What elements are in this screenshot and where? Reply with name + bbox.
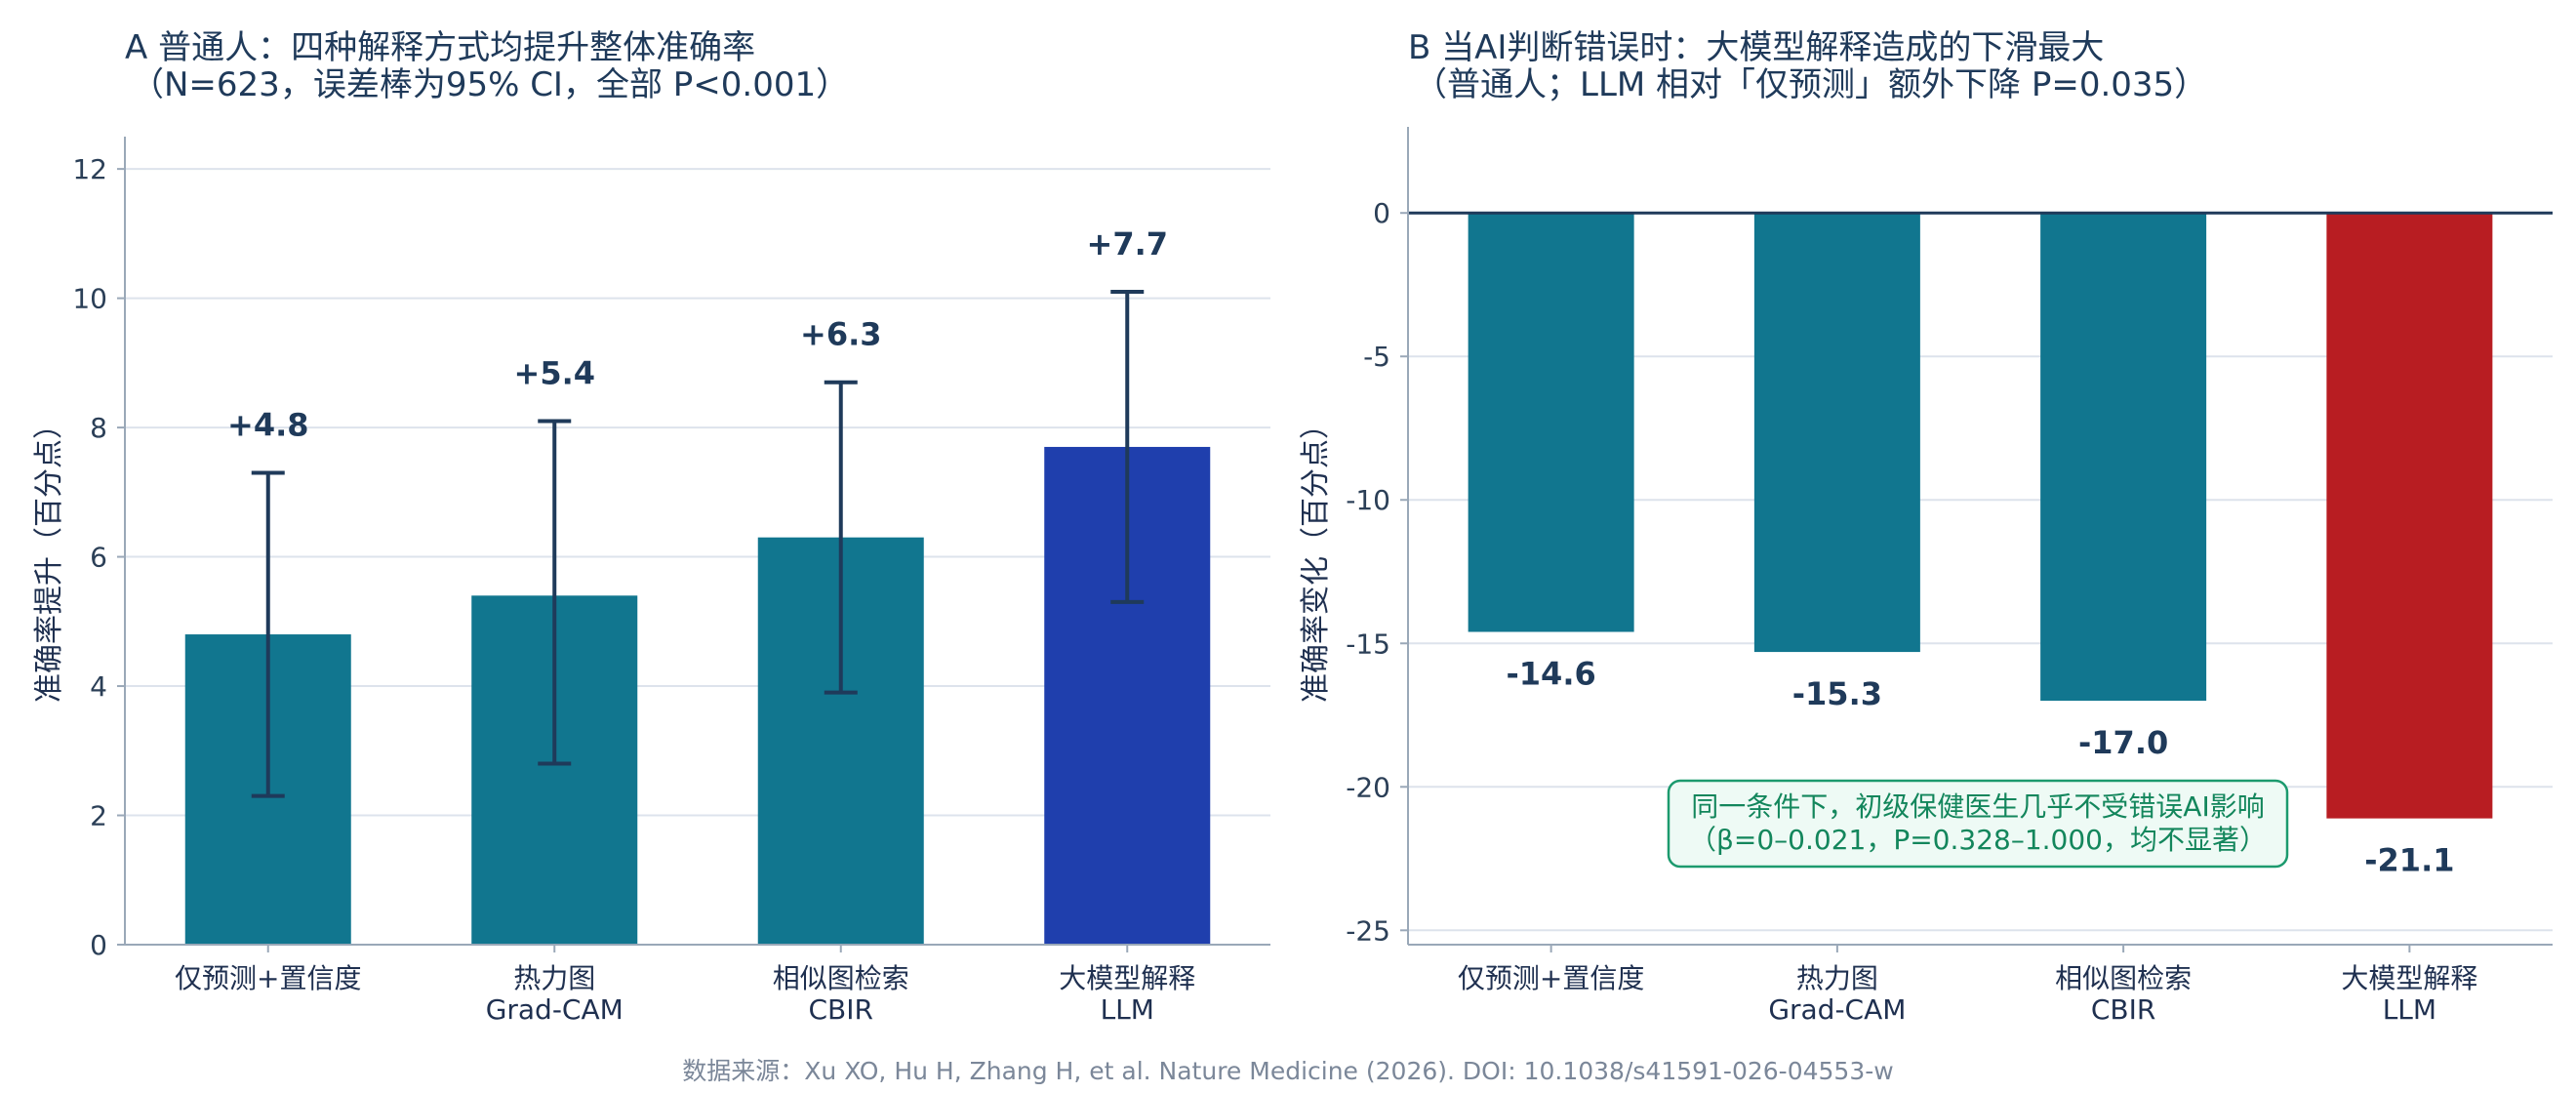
panel-b-value-label: -15.3 xyxy=(1792,675,1882,712)
panel-a-error-bar xyxy=(538,419,572,766)
panel-b-y-tick-label: -20 xyxy=(1346,771,1390,803)
panel-a-category-sublabel: LLM xyxy=(1101,993,1154,1026)
panel-b-y-tick-label: 0 xyxy=(1373,197,1390,229)
panel-a-category-sublabel: Grad-CAM xyxy=(486,993,624,1026)
panel-a-error-bars xyxy=(251,289,1145,798)
panel-a-category-sublabel: CBIR xyxy=(809,993,873,1026)
panel-b-value-labels: -14.6 -15.3 -17.0 -21.1 xyxy=(1507,656,2455,879)
panel-a-y-tick-label: 2 xyxy=(90,800,107,832)
panel-a-bars xyxy=(184,446,1211,945)
panel-b-y-tick-label: -10 xyxy=(1346,484,1390,516)
panel-a-category-label: 相似图检索 xyxy=(773,962,909,994)
panel-a-y-tick-label: 12 xyxy=(72,153,107,185)
panel-b-value-label: -17.0 xyxy=(2078,724,2168,761)
panel-b-category-sublabel: LLM xyxy=(2383,993,2436,1026)
panel-a-value-label: +7.7 xyxy=(1087,225,1169,263)
panel-b-value-label: -14.6 xyxy=(1507,656,1596,693)
panel-b-category-label: 仅预测+置信度 xyxy=(1458,962,1644,994)
panel-b-bar xyxy=(2040,213,2207,702)
panel-b-title: B 当AI判断错误时：大模型解释造成的下滑最大 xyxy=(1408,28,2104,67)
annotation-line-1: 同一条件下，初级保健医生几乎不受错误AI影响 xyxy=(1691,790,2264,823)
panel-a-title: A 普通人：四种解释方式均提升整体准确率 xyxy=(125,28,755,67)
panel-b-y-ticks: 0 -5 -10 -15 -20 -25 xyxy=(1346,197,1408,947)
panel-b-category-sublabel: Grad-CAM xyxy=(1768,993,1906,1026)
panel-a-value-labels: +4.8 +5.4 +6.3 +7.7 xyxy=(227,225,1168,443)
panel-b-bars xyxy=(1468,213,2493,819)
panel-a-ylabel: 准确率提升（百分点） xyxy=(32,410,66,703)
panel-a-category-label: 仅预测+置信度 xyxy=(175,962,361,994)
panel-a-category-label: 大模型解释 xyxy=(1059,962,1195,994)
panel-b-bar xyxy=(2326,213,2493,819)
panel-b: B 当AI判断错误时：大模型解释造成的下滑最大 （普通人；LLM 相对「仅预测」… xyxy=(1299,28,2553,1026)
panel-a: A 普通人：四种解释方式均提升整体准确率 （N=623，误差棒为95% CI，全… xyxy=(32,28,1270,1026)
panel-a-error-bar xyxy=(251,470,285,798)
panel-a-error-bar xyxy=(824,380,858,695)
panel-a-y-tick-label: 10 xyxy=(72,283,107,315)
source-note: 数据来源：Xu XO, Hu H, Zhang H, et al. Nature… xyxy=(682,1057,1893,1085)
panel-a-category-label: 热力图 xyxy=(513,962,595,994)
panel-a-value-label: +4.8 xyxy=(227,406,309,443)
panel-a-y-tick-label: 0 xyxy=(90,929,107,961)
panel-b-bar xyxy=(1468,213,1634,632)
panel-a-value-label: +6.3 xyxy=(800,316,882,353)
panel-a-subtitle: （N=623，误差棒为95% CI，全部 P<0.001） xyxy=(131,65,849,104)
panel-b-value-label: -21.1 xyxy=(2364,842,2454,879)
panel-b-ylabel: 准确率变化（百分点） xyxy=(1299,410,1333,703)
panel-b-category-sublabel: CBIR xyxy=(2091,993,2155,1026)
panel-b-y-tick-label: -5 xyxy=(1363,341,1390,373)
panel-b-annotation: 同一条件下，初级保健医生几乎不受错误AI影响 （β=0–0.021，P=0.32… xyxy=(1667,779,2289,869)
panel-b-y-tick-label: -25 xyxy=(1346,914,1390,947)
panel-a-y-tick-label: 6 xyxy=(90,542,107,574)
panel-a-y-ticks: 0 2 4 6 8 10 12 xyxy=(72,153,125,961)
panel-a-y-tick-label: 4 xyxy=(90,670,107,703)
panel-a-value-label: +5.4 xyxy=(514,354,596,391)
panel-b-category-label: 大模型解释 xyxy=(2341,962,2477,994)
panel-b-bar xyxy=(1753,213,1920,653)
panel-b-y-tick-label: -15 xyxy=(1346,627,1390,660)
annotation-box xyxy=(1667,779,2289,869)
annotation-line-2: （β=0–0.021，P=0.328–1.000，均不显著） xyxy=(1689,824,2267,856)
panel-a-y-tick-label: 8 xyxy=(90,412,107,444)
panel-a-error-bar xyxy=(1110,289,1145,604)
panel-b-subtitle: （普通人；LLM 相对「仅预测」额外下降 P=0.035） xyxy=(1414,65,2207,104)
panel-b-category-label: 热力图 xyxy=(1796,962,1878,994)
panel-b-category-label: 相似图检索 xyxy=(2055,962,2192,994)
